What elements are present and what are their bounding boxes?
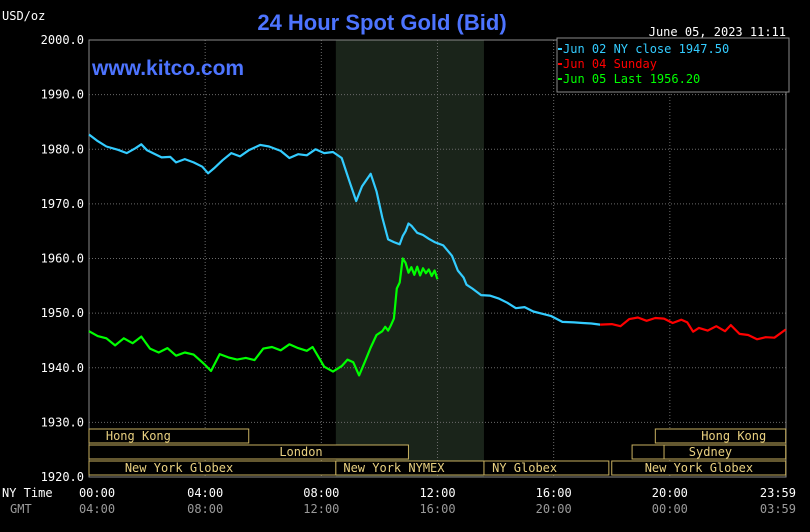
- session-bar: [611, 460, 787, 476]
- ny-time-tick-label: 00:00: [79, 486, 115, 500]
- series-line-0: [88, 133, 601, 326]
- y-axis-label: USD/oz: [2, 9, 45, 23]
- y-tick-label: 1930.0: [41, 415, 84, 429]
- y-tick-label: 1950.0: [41, 306, 84, 320]
- plot-frame: [88, 39, 787, 478]
- ny-time-tick-label: 16:00: [536, 486, 572, 500]
- gmt-tick-label: 00:00: [652, 502, 688, 516]
- y-tick-label: 1990.0: [41, 88, 84, 102]
- y-axis-ticks: 1920.0 1930.0 1940.0 1950.0 1960.0 1970.0 1980…: [41, 33, 84, 484]
- gmt-tick-label: 03:59: [760, 502, 796, 516]
- y-tick-label: 1970.0: [41, 197, 84, 211]
- session-label: Hong Kong: [701, 429, 766, 443]
- session-bar: [88, 444, 409, 460]
- legend-entry-ny-close: Jun 02 NY close 1947.50: [563, 42, 729, 56]
- y-tick-label: 1960.0: [41, 252, 84, 266]
- price-series: [88, 133, 787, 377]
- y-tick-label: 1940.0: [41, 361, 84, 375]
- y-tick-label: 2000.0: [41, 33, 84, 47]
- gmt-tick-label: 16:00: [419, 502, 455, 516]
- y-tick-label: 1980.0: [41, 142, 84, 156]
- session-label: New York NYMEX: [343, 461, 445, 475]
- ny-time-tick-label: 04:00: [187, 486, 223, 500]
- series-line-1: [600, 316, 787, 341]
- nymex-session-shading: [335, 40, 484, 477]
- chart-title: 24 Hour Spot Gold (Bid): [257, 10, 506, 35]
- ny-time-row-label: NY Time: [2, 486, 53, 500]
- market-sessions: Hong Kong Hong Kong London New York Globex N…: [88, 428, 787, 476]
- legend-entry-sunday: Jun 04 Sunday: [563, 57, 657, 71]
- ny-time-tick-label: 23:59: [760, 486, 796, 500]
- session-label: Hong Kong: [106, 429, 171, 443]
- site-watermark: www.kitco.com: [91, 57, 244, 80]
- gmt-tick-label: 04:00: [79, 502, 115, 516]
- ny-time-tick-label: 12:00: [419, 486, 455, 500]
- x-axis-ticks: 00:00 04:00 04:00 08:00 08:00 12:00 12:00 16:00…: [79, 486, 796, 516]
- legend-entry-last: Jun 05 Last 1956.20: [563, 72, 700, 86]
- gmt-row-label: GMT: [10, 502, 32, 516]
- session-bar: [483, 460, 610, 476]
- session-bar: [663, 444, 787, 460]
- ny-time-tick-label: 20:00: [652, 486, 688, 500]
- session-label: London: [279, 445, 322, 459]
- ny-time-tick-label: 08:00: [303, 486, 339, 500]
- session-label: NY Globex: [492, 461, 557, 475]
- gmt-tick-label: 08:00: [187, 502, 223, 516]
- session-label: New York Globex: [645, 461, 753, 475]
- legend-box: [556, 37, 790, 93]
- grid-lines: [89, 40, 786, 477]
- session-label: Sydney: [689, 445, 732, 459]
- series-line-2: [88, 257, 439, 377]
- session-bar: [654, 428, 787, 444]
- chart-datetime: June 05, 2023 11:11: [649, 25, 786, 39]
- legend: Jun 02 NY close 1947.50 Jun 04 Sunday Ju…: [556, 37, 790, 93]
- y-tick-label: 1920.0: [41, 470, 84, 484]
- session-bar: [88, 428, 250, 444]
- gmt-tick-label: 12:00: [303, 502, 339, 516]
- session-label: New York Globex: [125, 461, 233, 475]
- gmt-tick-label: 20:00: [536, 502, 572, 516]
